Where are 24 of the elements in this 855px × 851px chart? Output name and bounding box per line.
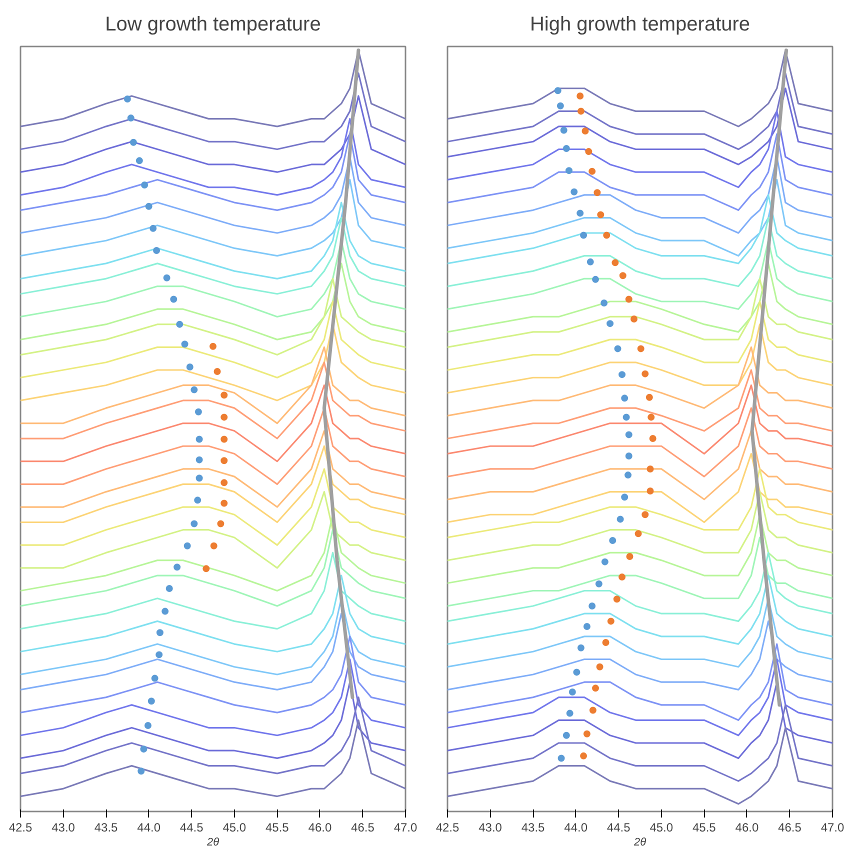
x-tick-label: 45.0 <box>222 820 246 834</box>
x-tick-label: 46.5 <box>351 820 375 834</box>
x-tick-label: 44.5 <box>606 820 631 834</box>
chart-title: High growth temperature <box>530 14 750 36</box>
x-tick-label: 44.0 <box>564 820 588 834</box>
x-axis-title: 2θ <box>632 836 646 848</box>
x-tick-label: 43.0 <box>52 820 76 834</box>
x-tick-label: 47.0 <box>820 820 845 834</box>
x-tick-label: 42.5 <box>436 820 460 834</box>
x-tick-label: 46.0 <box>735 820 759 834</box>
x-tick-label: 44.0 <box>137 820 161 834</box>
chart-title: Low growth temperature <box>105 14 321 36</box>
x-tick-label: 45.5 <box>265 820 290 834</box>
x-tick-label: 46.5 <box>778 820 802 834</box>
x-tick-label: 42.5 <box>8 820 33 834</box>
x-tick-label: 44.5 <box>180 820 204 834</box>
x-axis-title: 2θ <box>206 836 220 848</box>
x-tick-label: 47.0 <box>394 820 418 834</box>
x-tick-label: 43.0 <box>478 820 502 834</box>
x-tick-label: 43.5 <box>521 820 546 834</box>
x-tick-label: 45.5 <box>692 820 716 834</box>
x-tick-label: 43.5 <box>94 820 118 834</box>
x-tick-label: 46.0 <box>308 820 332 834</box>
x-tick-label: 45.0 <box>650 820 674 834</box>
